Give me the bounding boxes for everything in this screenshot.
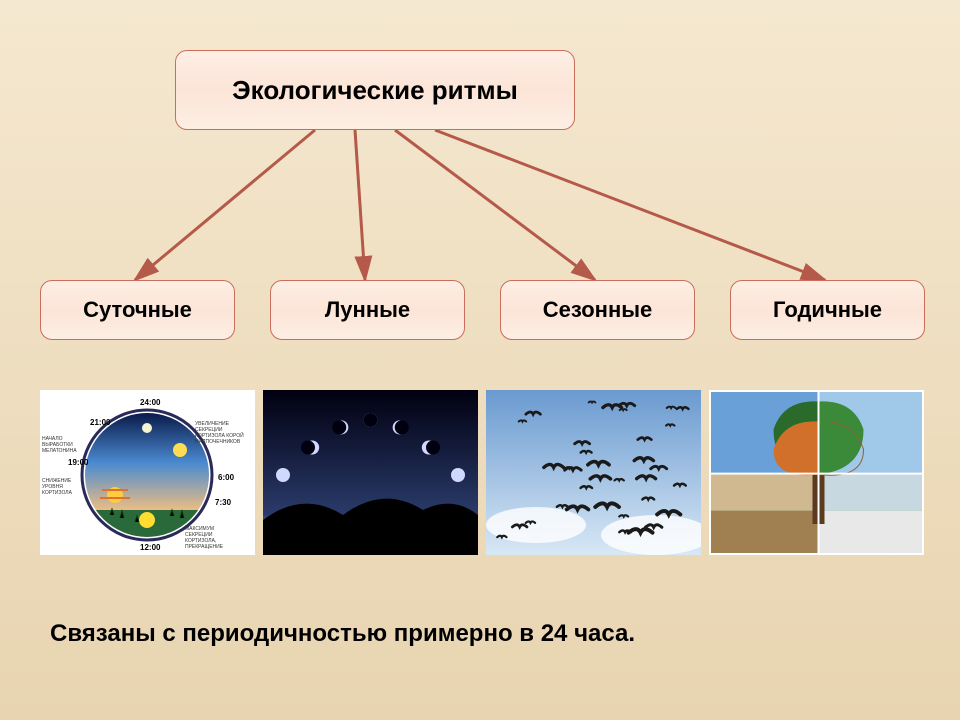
- image-four-seasons-tree: [709, 390, 924, 555]
- arrow-0: [135, 130, 315, 280]
- image-row: 24:0021:0019:006:007:3012:00 УВЕЛИЧЕНИЕ …: [40, 390, 924, 555]
- title-text: Экологические ритмы: [232, 75, 518, 106]
- svg-text:6:00: 6:00: [218, 473, 235, 482]
- arrow-2: [395, 130, 595, 280]
- category-box-1: Лунные: [270, 280, 465, 340]
- svg-text:19:00: 19:00: [68, 458, 89, 467]
- image-moon-phases: [263, 390, 478, 555]
- category-label: Лунные: [325, 297, 410, 323]
- svg-text:12:00: 12:00: [140, 543, 161, 552]
- category-box-2: Сезонные: [500, 280, 695, 340]
- arrows: [135, 130, 825, 280]
- svg-text:7:30: 7:30: [215, 498, 232, 507]
- arrow-3: [435, 130, 825, 280]
- svg-text:24:00: 24:00: [140, 398, 161, 407]
- svg-text:МЕЛАТОНИНА: МЕЛАТОНИНА: [42, 448, 77, 454]
- category-label: Сезонные: [543, 297, 653, 323]
- svg-text:ПРЕКРАЩЕНИЕ: ПРЕКРАЩЕНИЕ: [185, 544, 224, 550]
- arrow-1: [355, 130, 365, 280]
- title-box: Экологические ритмы: [175, 50, 575, 130]
- caption: Связаны с периодичностью примерно в 24 ч…: [50, 620, 635, 648]
- category-box-0: Суточные: [40, 280, 235, 340]
- svg-text:НАДПОЧЕЧНИКОВ: НАДПОЧЕЧНИКОВ: [195, 439, 241, 445]
- svg-text:КОРТИЗОЛА: КОРТИЗОЛА: [42, 490, 73, 496]
- image-circadian-clock: 24:0021:0019:006:007:3012:00 УВЕЛИЧЕНИЕ …: [40, 390, 255, 555]
- svg-text:21:00: 21:00: [90, 418, 111, 427]
- category-label: Годичные: [773, 297, 882, 323]
- image-migrating-birds: [486, 390, 701, 555]
- caption-text: Связаны с периодичностью примерно в 24 ч…: [50, 620, 635, 647]
- category-box-3: Годичные: [730, 280, 925, 340]
- category-label: Суточные: [83, 297, 192, 323]
- svg-text:КОРТИЗОЛА КОРОЙ: КОРТИЗОЛА КОРОЙ: [195, 431, 244, 439]
